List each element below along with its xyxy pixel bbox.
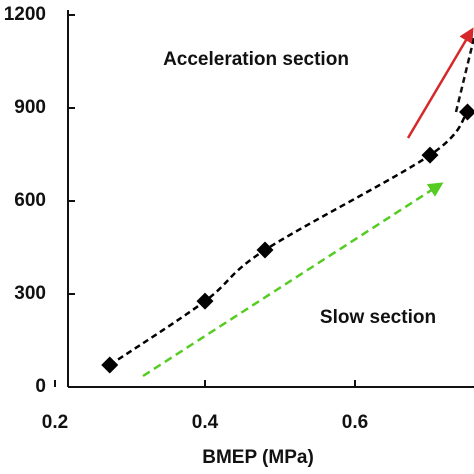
x-tick-label: 0.2 — [42, 412, 68, 433]
data-point — [459, 103, 474, 121]
annotation: Acceleration section — [163, 49, 349, 70]
data-point — [421, 146, 439, 164]
annotation: Slow section — [320, 307, 436, 328]
curve-extension — [454, 37, 474, 113]
x-axis-label: BMEP (MPa) — [202, 447, 314, 468]
acceleration-arrow — [406, 27, 474, 139]
data-point — [101, 356, 119, 374]
slow-arrow — [142, 182, 444, 378]
y-tick-label: 1200 — [4, 4, 46, 25]
y-tick-label: 600 — [14, 190, 46, 211]
data-point — [256, 241, 274, 259]
y-tick-label: 0 — [35, 376, 46, 397]
x-tick-label: 0.4 — [192, 412, 219, 433]
y-tick-label: 300 — [14, 283, 46, 304]
y-tick-label: 900 — [14, 97, 46, 118]
data-point — [196, 292, 214, 310]
x-tick-label: 0.6 — [342, 412, 368, 433]
